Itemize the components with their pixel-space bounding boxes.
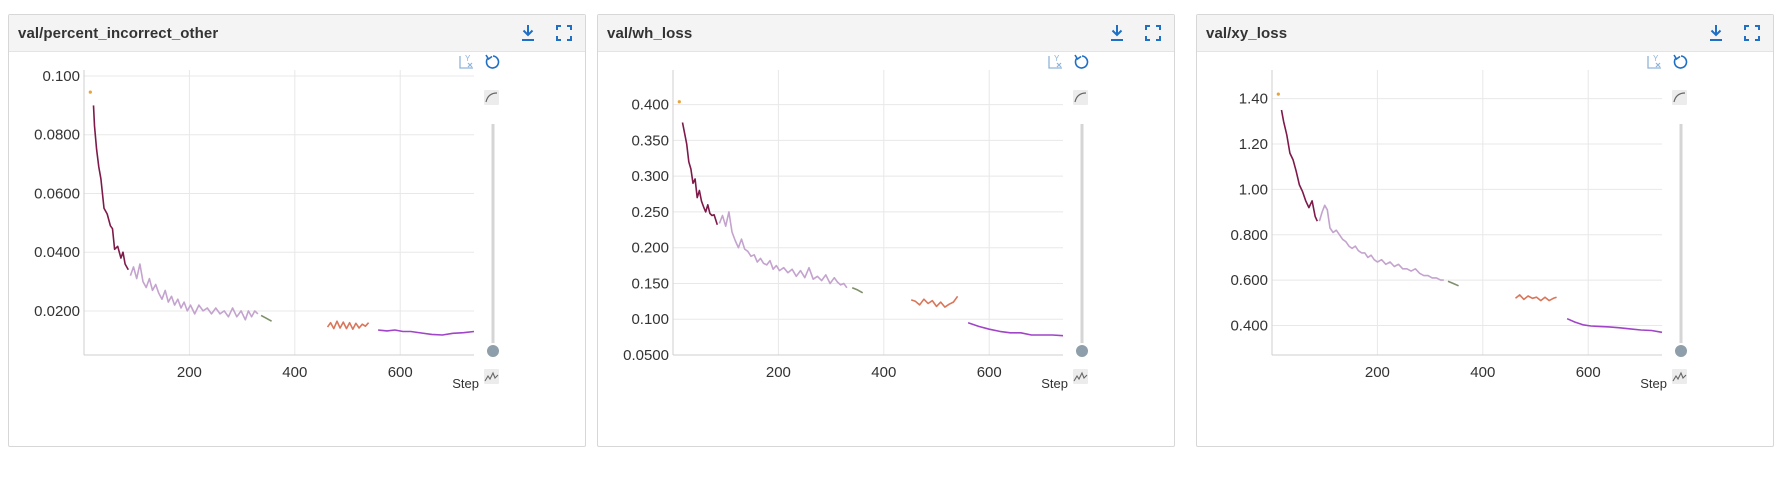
x-tick-label: 200 bbox=[1365, 364, 1390, 381]
reset-zoom-icon[interactable] bbox=[485, 54, 500, 69]
smoothing-slider-knob[interactable] bbox=[1074, 343, 1090, 359]
chart-title: val/percent_incorrect_other bbox=[18, 24, 219, 42]
card-header: val/xy_loss bbox=[1197, 15, 1773, 52]
card-header: val/percent_incorrect_other bbox=[9, 15, 585, 52]
chart-title: val/xy_loss bbox=[1206, 24, 1288, 42]
y-tick-label: 0.0500 bbox=[623, 347, 669, 364]
reset-zoom-icon[interactable] bbox=[1074, 54, 1089, 69]
x-tick-label: 600 bbox=[1576, 364, 1601, 381]
raw-data-icon[interactable] bbox=[1672, 369, 1687, 384]
series-line bbox=[1514, 294, 1557, 302]
series-line bbox=[910, 295, 959, 308]
x-tick-label: 600 bbox=[388, 364, 413, 381]
series-line bbox=[92, 105, 130, 271]
series-line bbox=[326, 320, 370, 330]
raw-data-icon[interactable] bbox=[484, 369, 499, 384]
y-tick-label: 1.40 bbox=[1239, 91, 1268, 108]
svg-text:Y: Y bbox=[465, 54, 471, 63]
y-tick-label: 0.0800 bbox=[34, 127, 80, 144]
chart-title: val/wh_loss bbox=[607, 24, 693, 42]
x-tick-label: 400 bbox=[871, 364, 896, 381]
card-header: val/wh_loss bbox=[598, 15, 1174, 52]
line-chart[interactable]: 0.400 0.600 0.800 1.00 1.20 1.40 200 400 600 St… bbox=[1197, 52, 1775, 447]
x-tick-label: 400 bbox=[1470, 364, 1495, 381]
y-tick-label: 0.400 bbox=[1230, 318, 1268, 335]
series-line bbox=[681, 122, 719, 226]
svg-text:Y: Y bbox=[1054, 54, 1060, 63]
series-line bbox=[378, 329, 475, 336]
fullscreen-icon[interactable] bbox=[553, 22, 575, 44]
download-icon[interactable] bbox=[1705, 22, 1727, 44]
series-point bbox=[677, 100, 681, 104]
x-tick-label: 600 bbox=[977, 364, 1002, 381]
x-axis-label: Step bbox=[452, 376, 479, 391]
y-tick-label: 0.400 bbox=[631, 97, 669, 114]
log-scale-y-icon[interactable]: Y bbox=[459, 54, 473, 69]
y-tick-label: 0.200 bbox=[631, 240, 669, 257]
series-line bbox=[1566, 317, 1663, 334]
y-tick-label: 0.250 bbox=[631, 204, 669, 221]
series-line bbox=[718, 211, 848, 289]
download-icon[interactable] bbox=[517, 22, 539, 44]
reset-zoom-icon[interactable] bbox=[1673, 54, 1688, 69]
y-tick-label: 0.150 bbox=[631, 275, 669, 292]
series-line bbox=[129, 263, 259, 321]
series-line bbox=[1280, 109, 1319, 222]
y-tick-label: 0.300 bbox=[631, 168, 669, 185]
y-tick-label: 0.0200 bbox=[34, 303, 80, 320]
download-icon[interactable] bbox=[1106, 22, 1128, 44]
log-scale-y-icon[interactable]: Y bbox=[1647, 54, 1661, 69]
series-line bbox=[1318, 204, 1444, 281]
y-tick-label: 1.00 bbox=[1239, 181, 1268, 198]
x-tick-label: 400 bbox=[282, 364, 307, 381]
log-scale-y-icon[interactable]: Y bbox=[1048, 54, 1062, 69]
x-tick-label: 200 bbox=[177, 364, 202, 381]
y-tick-label: 1.20 bbox=[1239, 136, 1268, 153]
x-axis-label: Step bbox=[1640, 376, 1667, 391]
series-point bbox=[1276, 92, 1280, 96]
series-point bbox=[88, 90, 92, 94]
chart-card-wh-loss: val/wh_loss 0.0500 0.100 0.150 0.200 0.250 0.… bbox=[597, 14, 1175, 447]
y-tick-label: 0.100 bbox=[631, 311, 669, 328]
svg-text:Y: Y bbox=[1653, 54, 1659, 63]
y-tick-label: 0.0400 bbox=[34, 244, 80, 261]
smoothing-slider-knob[interactable] bbox=[485, 343, 501, 359]
y-tick-label: 0.350 bbox=[631, 132, 669, 149]
series-line bbox=[260, 314, 272, 322]
smoothing-slider-knob[interactable] bbox=[1673, 343, 1689, 359]
y-tick-label: 0.0600 bbox=[34, 185, 80, 202]
chart-card-percent-incorrect-other: val/percent_incorrect_other 0.0200 0.0400… bbox=[8, 14, 586, 447]
smooth-curve-icon[interactable] bbox=[1073, 90, 1088, 105]
series-line bbox=[1447, 280, 1459, 287]
series-line bbox=[967, 322, 1064, 337]
series-line bbox=[851, 287, 864, 294]
line-chart[interactable]: 0.0500 0.100 0.150 0.200 0.250 0.300 0.350 0.40… bbox=[598, 52, 1176, 447]
raw-data-icon[interactable] bbox=[1073, 369, 1088, 384]
smooth-curve-icon[interactable] bbox=[484, 90, 499, 105]
smooth-curve-icon[interactable] bbox=[1672, 90, 1687, 105]
y-tick-label: 0.600 bbox=[1230, 272, 1268, 289]
y-tick-label: 0.100 bbox=[42, 68, 80, 85]
x-tick-label: 200 bbox=[766, 364, 791, 381]
chart-card-xy-loss: val/xy_loss 0.400 0.600 0.800 1.00 1.20 1.40 … bbox=[1196, 14, 1774, 447]
fullscreen-icon[interactable] bbox=[1142, 22, 1164, 44]
y-tick-label: 0.800 bbox=[1230, 227, 1268, 244]
fullscreen-icon[interactable] bbox=[1741, 22, 1763, 44]
x-axis-label: Step bbox=[1041, 376, 1068, 391]
